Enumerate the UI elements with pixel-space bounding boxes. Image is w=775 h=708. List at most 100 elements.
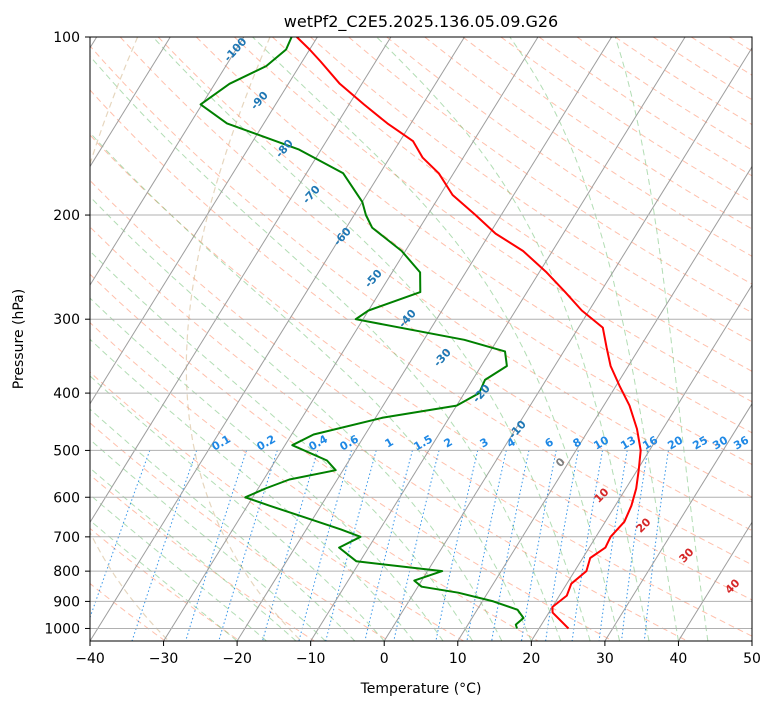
y-tick-label: 700	[53, 530, 80, 546]
dry-adiabat	[90, 89, 752, 566]
moist-adiabat	[252, 37, 621, 641]
mixing-ratio-label: 8	[571, 435, 584, 450]
mixing-ratio-label: 20	[665, 433, 685, 452]
dry-adiabat	[90, 134, 752, 601]
isotherm	[90, 37, 171, 168]
mixing-ratio-line	[90, 450, 151, 619]
x-tick-label: −10	[296, 651, 326, 667]
x-tick-label: 0	[380, 651, 389, 667]
dry-adiabat	[90, 474, 315, 641]
x-tick-label: −20	[222, 651, 252, 667]
moist-adiabat	[614, 37, 709, 641]
background-lines	[90, 37, 752, 641]
moist-adiabat	[90, 519, 238, 641]
dry-adiabat	[119, 37, 752, 498]
mixing-ratio-line	[393, 450, 440, 641]
y-tick-label: 200	[53, 208, 80, 224]
dry-adiabat	[234, 37, 752, 403]
x-axis-ticks: −40 −30 −20 −10 0 10 20 30 40 50	[75, 641, 761, 667]
mixing-ratio-label: 3	[478, 435, 491, 450]
dry-adiabat	[690, 37, 752, 76]
dry-adiabat-label: -30	[431, 346, 454, 370]
mixing-ratio-line	[621, 450, 649, 641]
y-tick-label: 800	[53, 564, 80, 580]
mixing-ratio-label: 13	[618, 434, 638, 453]
mixing-ratio-line	[364, 450, 413, 641]
dry-adiabat-label: -100	[221, 35, 249, 64]
isotherm	[90, 37, 465, 641]
dry-adiabat	[90, 371, 464, 641]
moist-adiabat	[152, 37, 591, 641]
y-axis-label: Pressure (hPa)	[11, 289, 27, 389]
dry-adiabat-label: -90	[248, 89, 271, 113]
dry-adiabat	[576, 37, 752, 151]
isotherm	[236, 37, 613, 641]
y-tick-label: 900	[53, 594, 80, 610]
moist-adiabat	[376, 37, 650, 641]
dry-adiabat-label: -70	[300, 183, 323, 207]
isotherm	[90, 37, 245, 287]
x-tick-label: −40	[75, 651, 105, 667]
dry-adiabat	[386, 37, 752, 285]
y-tick-label: 500	[53, 443, 80, 459]
mixing-ratio-line	[598, 450, 628, 641]
moist-adiabat	[90, 375, 385, 641]
mixing-ratio-label: 2	[442, 435, 455, 450]
isotherm	[457, 165, 752, 641]
moist-adiabat-label: 10	[592, 485, 612, 505]
y-tick-label: 600	[53, 490, 80, 506]
mixing-ratio-line	[298, 450, 352, 641]
moist-adiabat	[90, 55, 562, 641]
isotherm	[163, 37, 539, 641]
temperature-line	[296, 37, 642, 630]
y-tick-label: 400	[53, 386, 80, 402]
isotherm	[383, 46, 752, 641]
mixing-ratio-label: 30	[710, 433, 730, 452]
mixing-ratio-line	[262, 450, 319, 641]
y-axis-ticks: 100 200 300 400 500 600 700 800 900 1000	[44, 30, 90, 637]
dry-adiabat	[90, 273, 613, 641]
moist-adiabat	[90, 467, 297, 641]
x-tick-label: 20	[522, 651, 540, 667]
isotherm	[677, 521, 752, 641]
dry-adiabat-label: -20	[470, 382, 493, 406]
plot-frame	[89, 36, 753, 642]
mixing-ratio-line	[643, 450, 669, 641]
dry-adiabat	[614, 37, 752, 126]
moist-adiabat	[90, 408, 356, 641]
moist-adiabat	[90, 494, 267, 641]
y-tick-label: 300	[53, 312, 80, 328]
mixing-ratio-label: 6	[543, 435, 556, 450]
x-tick-label: 50	[743, 651, 761, 667]
x-tick-label: −30	[149, 651, 179, 667]
dry-adiabat	[90, 422, 390, 641]
moist-adiabat-label: 40	[723, 576, 743, 596]
mixing-ratio-line	[325, 450, 377, 641]
mixing-ratio-label: 25	[690, 434, 710, 453]
moist-adiabat	[90, 438, 326, 641]
mixing-ratio-line	[571, 450, 603, 641]
mixing-ratio-line	[521, 450, 557, 641]
mixing-ratio-label: 10	[591, 433, 611, 452]
mixing-ratio-line	[218, 450, 278, 641]
dry-adiabat	[310, 37, 752, 343]
isotherm	[604, 402, 752, 641]
moist-adiabat	[509, 37, 679, 641]
x-axis-label: Temperature (°C)	[360, 681, 482, 697]
mixing-ratio-label: 1	[383, 435, 396, 450]
dry-adiabat	[272, 37, 752, 372]
mixing-ratio-label: 16	[640, 433, 660, 452]
dry-adiabat	[462, 37, 752, 230]
mixing-ratio-line	[466, 450, 507, 641]
dry-adiabat	[500, 37, 752, 203]
dry-adiabat	[348, 37, 752, 314]
x-tick-label: 30	[596, 651, 614, 667]
dry-adiabat	[90, 321, 539, 641]
moist-adiabat	[90, 195, 503, 641]
isotherm	[310, 37, 686, 641]
chart-title: wetPf2_C2E5.2025.136.05.09.G26	[284, 12, 558, 32]
gridlines	[90, 37, 752, 641]
y-tick-label: 100	[53, 30, 80, 46]
profile-lines	[199, 37, 642, 630]
